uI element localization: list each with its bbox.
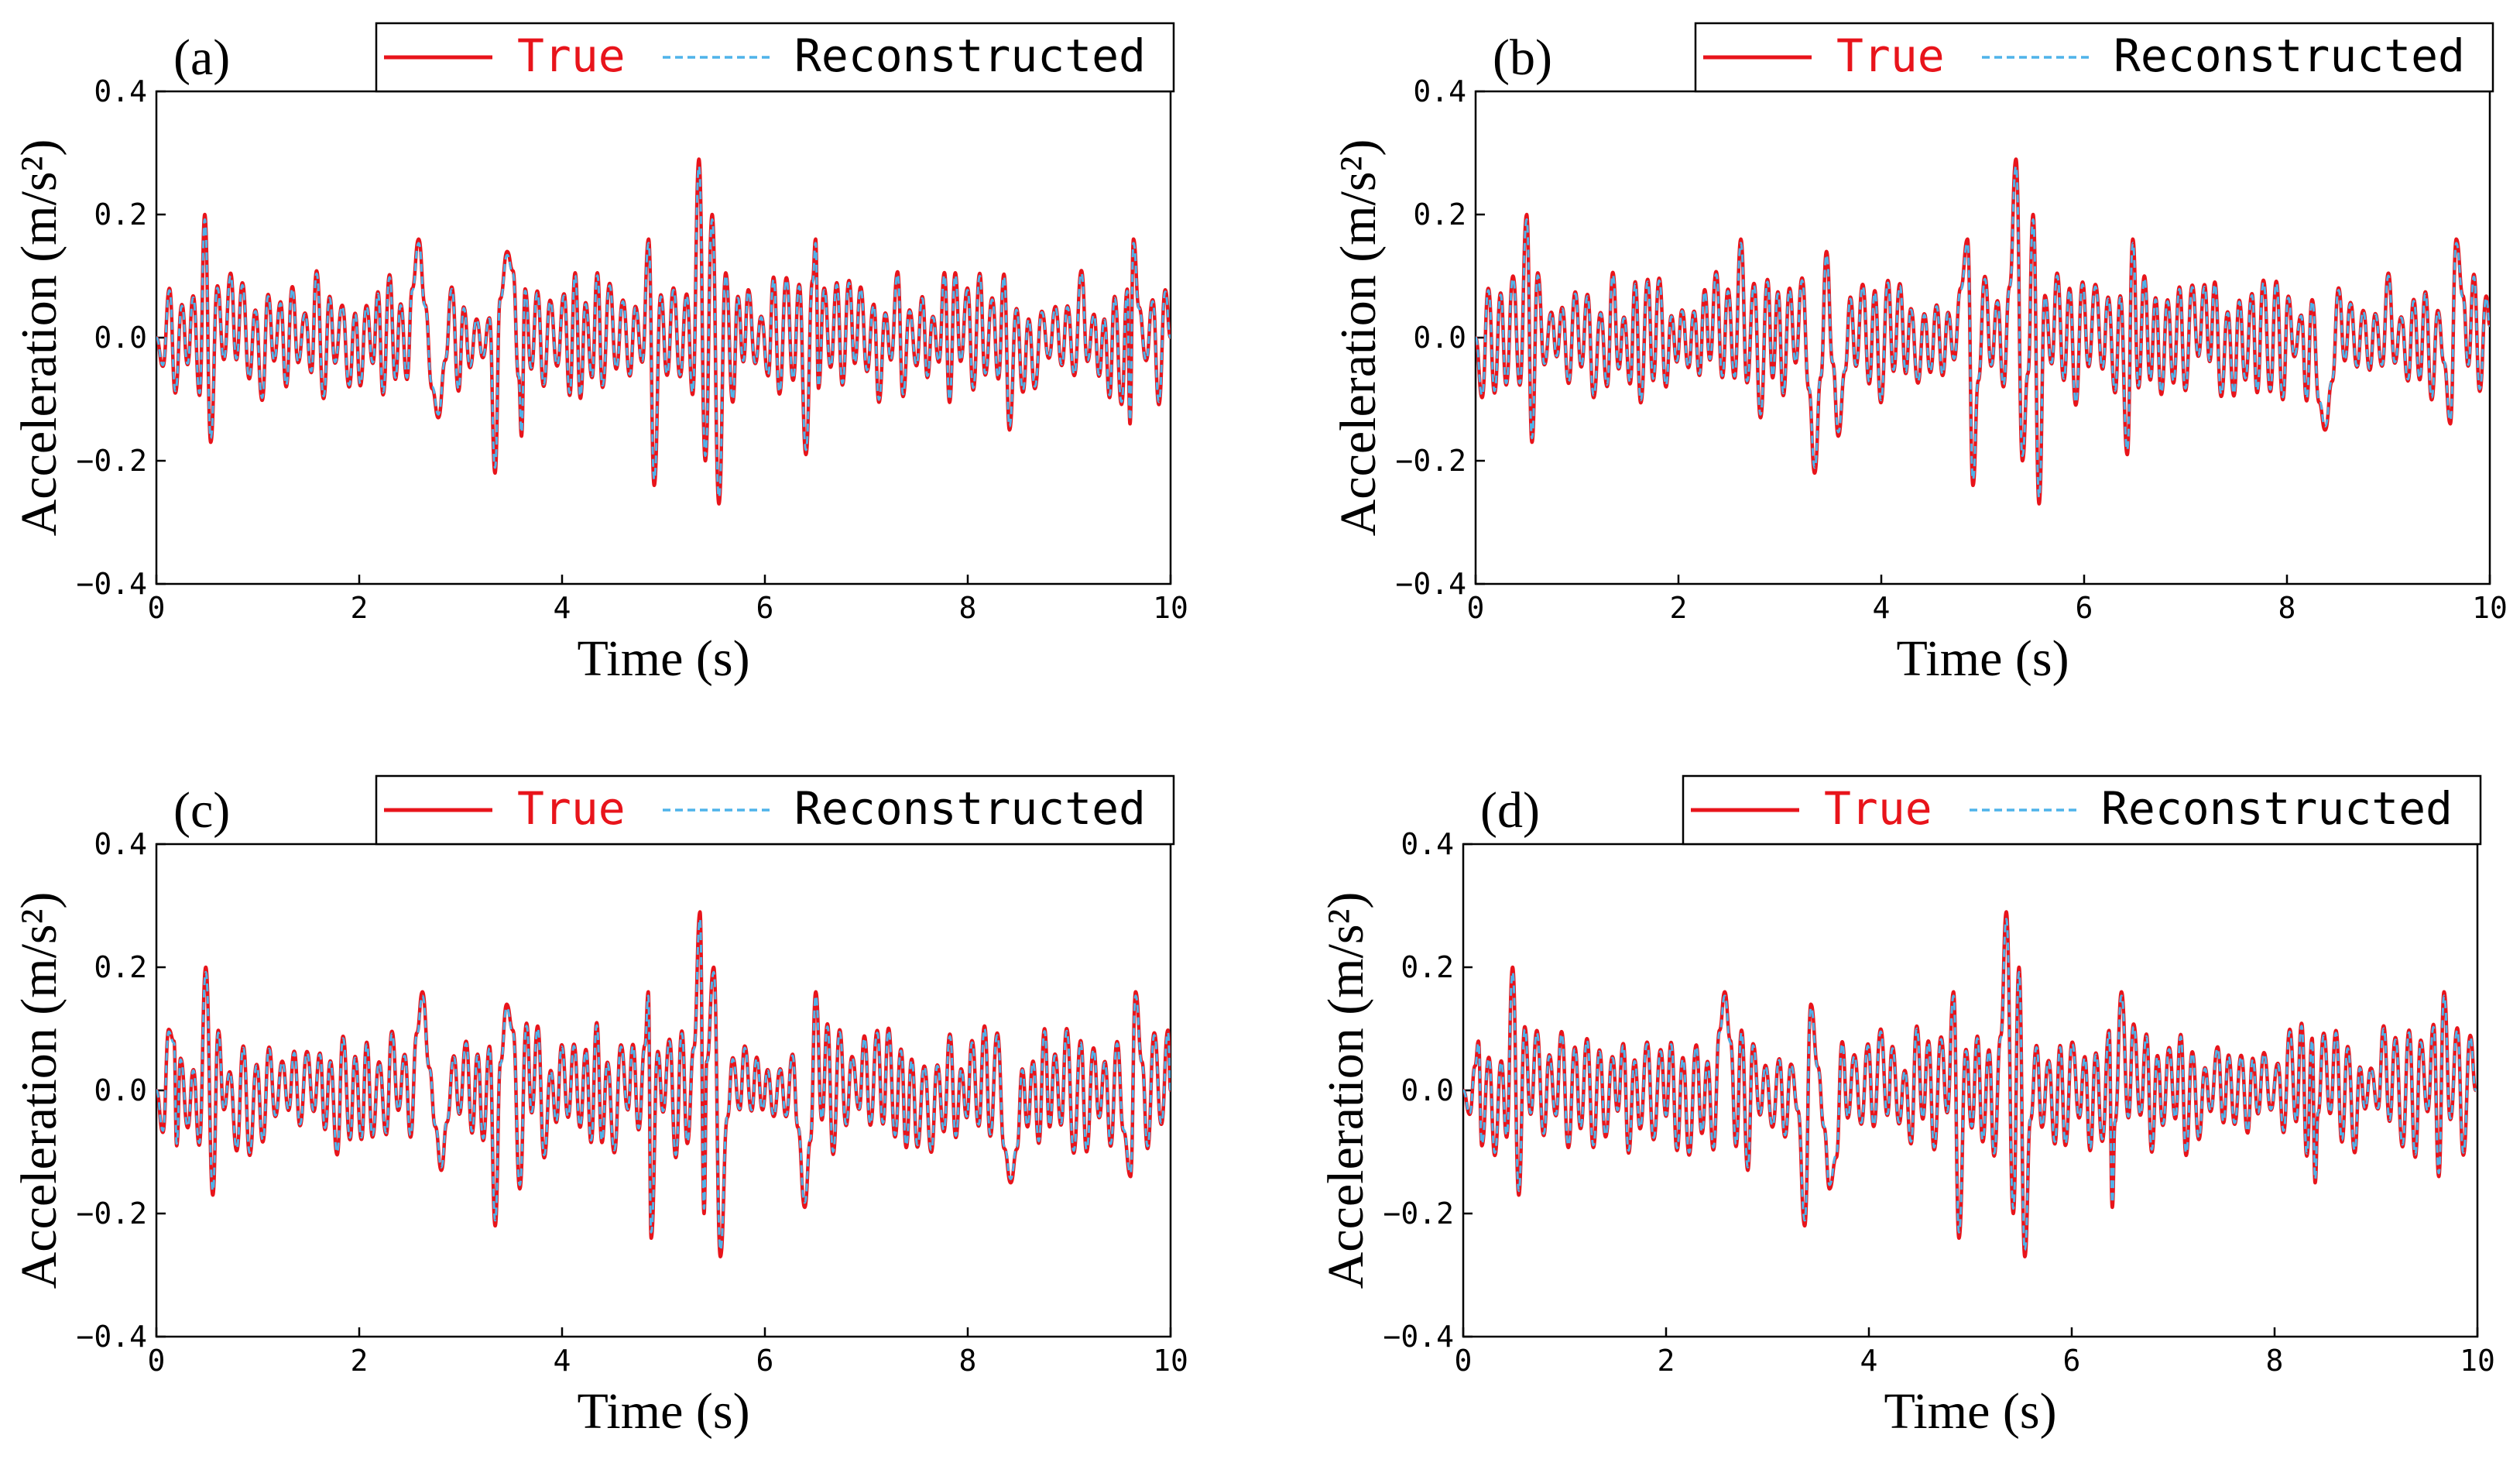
x-tick-label: 0 (148, 591, 166, 625)
x-tick-label: 8 (2266, 1344, 2284, 1378)
y-tick-label: 0.4 (94, 74, 147, 108)
legend-box (375, 22, 1175, 93)
x-tick-label: 4 (554, 1344, 571, 1378)
legend-label-true: True (1824, 782, 1932, 835)
x-tick-label: 10 (1153, 591, 1188, 625)
x-tick-label: 4 (1873, 591, 1891, 625)
panel-label: (d) (1480, 782, 1540, 839)
legend-label-true: True (517, 782, 626, 835)
x-tick-label: 10 (2460, 1344, 2495, 1378)
y-tick-label: −0.4 (1395, 567, 1466, 601)
y-axis-title: Acceleration (m/s²) (1330, 139, 1387, 537)
x-tick-label: 6 (2063, 1344, 2081, 1378)
chart-panel-c: 0 2 4 6 8 10 −0.4 −0.2 0.0 0.2 0.4 Time (s) Accelera… (11, 774, 1188, 1440)
series-line-reconstructed (156, 918, 1171, 1251)
chart-panel-d: 0 2 4 6 8 10 −0.4 −0.2 0.0 0.2 0.4 Time (s) Accelera… (1318, 774, 2495, 1440)
series-line-true (156, 910, 1171, 1258)
panel-label: (b) (1493, 29, 1552, 86)
x-tick-label: 4 (1860, 1344, 1878, 1378)
y-tick-label: 0.4 (1413, 74, 1466, 108)
y-axis-title: Acceleration (m/s²) (11, 139, 67, 537)
x-tick-label: 0 (148, 1344, 166, 1378)
y-tick-label: 0.0 (1413, 321, 1466, 355)
chart-panel-b: 0 2 4 6 8 10 −0.4 −0.2 0.0 0.2 0.4 Time (s) Accelera… (1330, 22, 2508, 687)
y-tick-label: 0.2 (1413, 197, 1466, 232)
legend: True Reconstructed (1682, 774, 2482, 846)
legend-box (1694, 22, 2494, 93)
y-axis-title: Acceleration (m/s²) (1318, 892, 1374, 1289)
y-tick-label: 0.2 (1401, 950, 1454, 984)
legend-label-reconstructed: Reconstructed (2114, 29, 2465, 82)
y-tick-label: −0.2 (76, 444, 147, 478)
legend: True Reconstructed (375, 774, 1175, 846)
x-tick-label: 8 (959, 1344, 977, 1378)
x-tick-label: 2 (1658, 1344, 1675, 1378)
y-tick-label: −0.2 (1395, 444, 1466, 478)
x-tick-label: 4 (554, 591, 571, 625)
y-tick-label: −0.4 (76, 567, 147, 601)
plot-frame (155, 843, 1172, 1338)
y-tick-label: 0.2 (94, 950, 147, 984)
x-tick-label: 0 (1467, 591, 1485, 625)
y-tick-label: 0.2 (94, 197, 147, 232)
x-axis-title: Time (s) (1896, 630, 2069, 687)
y-tick-label: −0.4 (1383, 1320, 1454, 1354)
series-line-reconstructed (1463, 918, 2477, 1251)
series-line-reconstructed (1476, 165, 2490, 499)
legend-box (1682, 774, 2482, 846)
x-tick-label: 2 (351, 591, 369, 625)
y-tick-label: 0.4 (94, 827, 147, 861)
legend-label-true: True (517, 29, 626, 82)
legend-label-reconstructed: Reconstructed (794, 29, 1146, 82)
y-tick-label: 0.0 (94, 321, 147, 355)
x-tick-label: 8 (959, 591, 977, 625)
series-line-true (1476, 157, 2490, 506)
series-line-reconstructed (156, 165, 1171, 499)
legend-label-reconstructed: Reconstructed (794, 782, 1146, 835)
x-tick-label: 8 (2278, 591, 2296, 625)
x-axis-title: Time (s) (577, 1383, 749, 1440)
legend: True Reconstructed (375, 22, 1175, 93)
y-tick-label: −0.2 (1383, 1196, 1454, 1231)
legend-box (375, 774, 1175, 846)
x-tick-label: 10 (1153, 1344, 1188, 1378)
x-tick-label: 6 (756, 591, 774, 625)
x-tick-label: 2 (351, 1344, 369, 1378)
x-tick-label: 0 (1455, 1344, 1473, 1378)
x-tick-label: 6 (2076, 591, 2093, 625)
y-tick-label: 0.0 (94, 1073, 147, 1107)
legend: True Reconstructed (1694, 22, 2494, 93)
x-axis-title: Time (s) (1884, 1383, 2056, 1440)
panel-label: (a) (173, 29, 230, 86)
y-tick-label: 0.0 (1401, 1073, 1454, 1107)
y-tick-label: −0.4 (76, 1320, 147, 1354)
chart-panel-a: 0 2 4 6 8 10 −0.4 −0.2 0.0 0.2 0.4 Time (s) Accelera… (11, 22, 1188, 687)
y-axis-title: Acceleration (m/s²) (11, 892, 67, 1289)
x-tick-label: 6 (756, 1344, 774, 1378)
legend-label-true: True (1836, 29, 1945, 82)
legend-label-reconstructed: Reconstructed (2101, 782, 2453, 835)
x-tick-label: 10 (2472, 591, 2508, 625)
series-line-true (156, 157, 1171, 506)
x-axis-title: Time (s) (577, 630, 749, 687)
panel-label: (c) (173, 782, 230, 839)
y-tick-label: 0.4 (1401, 827, 1454, 861)
x-tick-label: 2 (1670, 591, 1688, 625)
y-tick-label: −0.2 (76, 1196, 147, 1231)
